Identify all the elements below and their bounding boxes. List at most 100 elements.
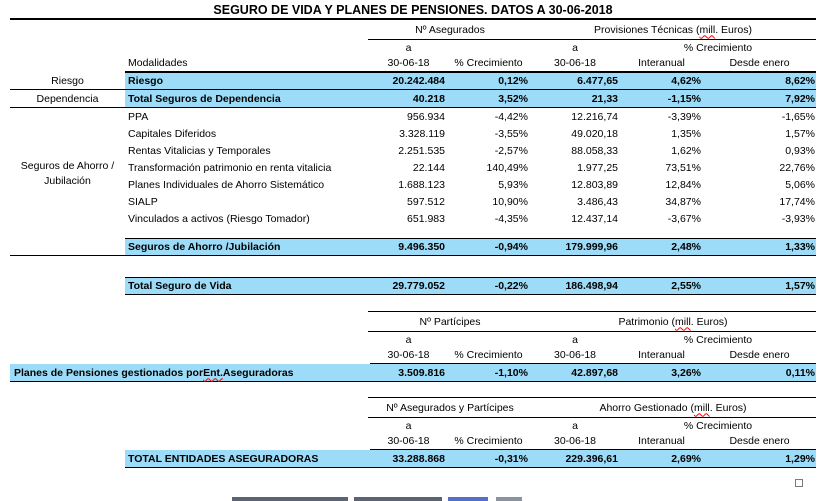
- row-label: Total Seguros de Dependencia: [128, 92, 281, 105]
- cell-crecimiento: -2,57%: [494, 144, 528, 157]
- table-row-planes-pensiones: Planes de Pensiones gestionados por Ent.…: [10, 364, 816, 382]
- category-label-ahorro-jubilacion: Seguros de Ahorro / Jubilación: [20, 160, 115, 187]
- group-header-rule: [368, 417, 816, 418]
- section3-subheader-a: a a % Crecimiento: [10, 418, 816, 433]
- cell-crecimiento: 5,93%: [498, 178, 528, 191]
- cell-desde-enero: 7,92%: [785, 92, 815, 105]
- cell-provisiones: 12.437,14: [571, 212, 618, 225]
- ahorro-jubilacion-block: Seguros de Ahorro / Jubilación PPA 956.9…: [10, 108, 816, 227]
- row-label: Vinculados a activos (Riesgo Tomador): [128, 212, 310, 225]
- cell-crecimiento: 3,52%: [498, 92, 528, 105]
- category-label: Dependencia: [36, 92, 99, 105]
- row-label: Transformación patrimonio en renta vital…: [128, 161, 332, 174]
- header-a: a: [405, 42, 412, 54]
- table-row-sialp: SIALP 597.512 10,90% 3.486,43 34,87% 17,…: [10, 193, 816, 210]
- cell-crecimiento: 0,12%: [498, 75, 528, 87]
- cell-desde-enero: 22,76%: [779, 161, 815, 174]
- cell-crecimiento: -4,35%: [494, 212, 528, 225]
- cell-desde-enero: 0,93%: [785, 144, 815, 157]
- row-label: Total Seguro de Vida: [128, 280, 232, 292]
- group-header-rule: [368, 331, 816, 332]
- section1-column-headers: Modalidades 30-06-18 % Crecimiento 30-06…: [10, 55, 816, 72]
- title-rule: [10, 18, 816, 20]
- spellcheck-flagged-word: mill: [675, 315, 691, 328]
- table-row-total-entidades: TOTAL ENTIDADES ASEGURADORAS 33.288.868 …: [10, 450, 816, 468]
- cell-asegurados-participes: 33.288.868: [392, 452, 445, 465]
- row-highlight: Total Seguro de Vida 29.779.052 -0,22% 1…: [125, 277, 816, 295]
- table-row-capitales-diferidos: Capitales Diferidos 3.328.119 -3,55% 49.…: [10, 125, 816, 142]
- cell-interanual: 34,87%: [665, 195, 701, 208]
- category-cell-closing-border: [10, 238, 125, 256]
- group-header-provisiones: Provisiones Técnicas (mill. Euros): [594, 23, 752, 36]
- cell-asegurados: 651.983: [407, 212, 445, 225]
- row-label: Rentas Vitalicias y Temporales: [128, 144, 271, 157]
- spellcheck-flagged-word: mill: [699, 23, 716, 36]
- cell-asegurados: 3.328.119: [399, 127, 445, 140]
- cell-asegurados: 40.218: [412, 92, 445, 105]
- cell-desde-enero: 0,11%: [785, 366, 815, 379]
- cell-interanual: 2,69%: [671, 452, 701, 465]
- cell-crecimiento: -0,94%: [494, 241, 528, 253]
- header-date: 30-06-18: [387, 57, 430, 69]
- table-row-seguros-ahorro-jubilacion: Seguros de Ahorro /Jubilación 9.496.350 …: [10, 238, 816, 256]
- cell-crecimiento: -4,42%: [494, 110, 528, 123]
- cell-asegurados: 29.779.052: [392, 280, 445, 292]
- footer-text-sliver: [354, 497, 442, 501]
- row-label: Seguros de Ahorro /Jubilación: [128, 241, 281, 253]
- cell-asegurados: 956.934: [407, 110, 445, 123]
- cell-crecimiento: -3,55%: [494, 127, 528, 140]
- cell-asegurados: 22.144: [412, 161, 445, 174]
- cell-crecimiento: -0,31%: [494, 452, 528, 465]
- row-label: Riesgo: [128, 75, 164, 87]
- cell-provisiones: 12.803,89: [571, 178, 618, 191]
- row-highlight: 3.509.816 -1,10% 42.897,68 3,26% 0,11%: [370, 364, 816, 381]
- cell-asegurados: 2.251.535: [398, 144, 445, 157]
- spellcheck-flagged-word: Ent.: [203, 366, 223, 379]
- row-highlight: Seguros de Ahorro /Jubilación 9.496.350 …: [125, 238, 816, 256]
- cell-desde-enero: -1,65%: [781, 110, 815, 123]
- header-crecimiento-group: % Crecimiento: [683, 334, 753, 346]
- cell-provisiones: 179.999,96: [565, 241, 618, 253]
- header-desde-enero: Desde enero: [729, 57, 790, 69]
- cell-interanual: 2,55%: [671, 280, 701, 292]
- cell-interanual: -3,67%: [667, 212, 701, 225]
- row-label: SIALP: [128, 195, 158, 208]
- header-interanual: Interanual: [638, 57, 685, 69]
- table-row-dependencia: Dependencia Total Seguros de Dependencia…: [10, 90, 816, 108]
- cell-interanual: 12,84%: [665, 178, 701, 191]
- group-header-patrimonio: Patrimonio (mill. Euros): [618, 315, 728, 328]
- cell-interanual: 1,35%: [671, 127, 701, 140]
- cell-participes: 3.509.816: [398, 366, 445, 379]
- group-header-asegurados: Nº Asegurados: [415, 23, 485, 36]
- category-label: Riesgo: [51, 74, 84, 87]
- cell-provisiones: 12.216,74: [571, 110, 618, 123]
- cell-desde-enero: 1,57%: [785, 280, 815, 292]
- cell-desde-enero: 1,29%: [785, 452, 815, 465]
- section2-group-header: Nº Partícipes Patrimonio (mill. Euros): [10, 312, 816, 331]
- row-label: Capitales Diferidos: [128, 127, 217, 140]
- group-header-participes: Nº Partícipes: [419, 315, 481, 328]
- section2-top-rule: [368, 311, 816, 312]
- cell-interanual: -3,39%: [667, 110, 701, 123]
- header-a: a: [572, 42, 578, 54]
- header-date: 30-06-18: [553, 435, 597, 447]
- cell-asegurados: 1.688.123: [398, 178, 445, 191]
- cell-interanual: -1,15%: [667, 92, 701, 105]
- cell-provisiones: 21,33: [591, 92, 618, 105]
- section2-subheader-a: a a % Crecimiento: [10, 332, 816, 347]
- cell-interanual: 1,62%: [671, 144, 701, 157]
- cell-desde-enero: 5,06%: [785, 178, 815, 191]
- cell-provisiones: 6.477,65: [577, 75, 618, 87]
- cell-crecimiento: -0,22%: [494, 280, 528, 292]
- cell-provisiones: 3.486,43: [577, 195, 618, 208]
- header-crecimiento: % Crecimiento: [454, 57, 523, 69]
- header-date: 30-06-18: [553, 349, 597, 361]
- group-header-rule: [368, 39, 816, 40]
- cell-desde-enero: 1,33%: [785, 241, 815, 253]
- header-crecimiento-group: % Crecimiento: [683, 420, 753, 432]
- row-label: Planes Individuales de Ahorro Sistemátic…: [128, 178, 325, 191]
- header-modalidades: Modalidades: [128, 57, 188, 69]
- object-selection-handle[interactable]: [795, 479, 803, 487]
- column-header-segment: 30-06-18 % Crecimiento 30-06-18 Interanu…: [370, 347, 816, 364]
